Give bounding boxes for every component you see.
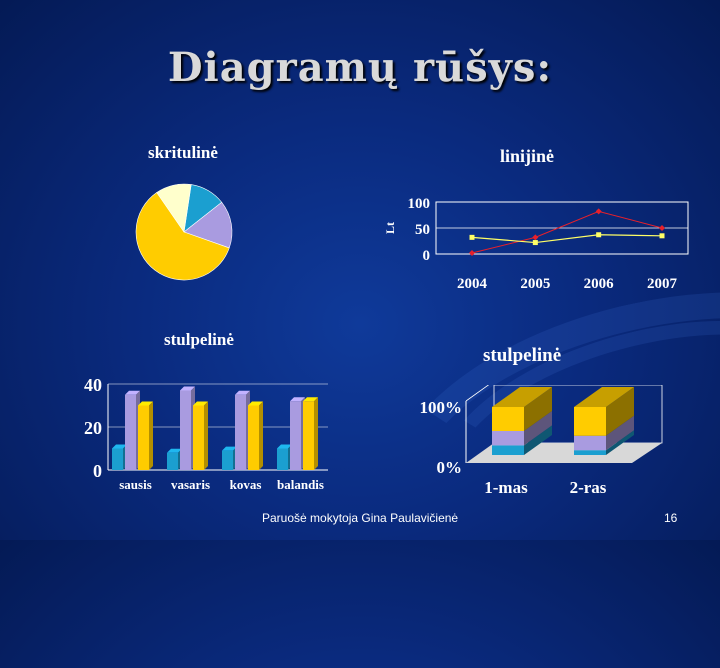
stacked-bar-chart-label: stulpelinė	[483, 345, 562, 366]
y-tick-label: 20	[84, 418, 102, 438]
x-tick-label: balandis	[277, 477, 324, 492]
x-tick-label: 2007	[647, 276, 678, 292]
stack-top	[492, 387, 552, 407]
data-point	[532, 240, 538, 246]
stack-segment	[574, 407, 606, 436]
stack-segment-side	[606, 387, 634, 436]
slide-title: Diagramų rūšys:	[167, 44, 553, 91]
stack-segment-side	[606, 415, 634, 451]
axis-edge	[465, 385, 490, 402]
x-tick-label: 1-mas	[484, 478, 528, 495]
bar	[180, 390, 191, 470]
bar-side	[149, 401, 153, 470]
bar-chart: 0 20 40 sausis vasaris kovas balandis	[84, 375, 328, 492]
series-line-0	[471, 210, 663, 254]
bar-top	[193, 401, 208, 406]
bar-top	[125, 390, 140, 395]
footer-author: Paruošė mokytoja Gina Paulavičienė	[262, 511, 459, 525]
x-tick-label: kovas	[230, 477, 262, 492]
y-tick-label: 50	[415, 222, 430, 238]
bar-chart-label: stulpelinė	[164, 330, 234, 349]
bar	[235, 394, 246, 470]
data-point	[469, 234, 475, 240]
pie-slice-2	[135, 192, 230, 281]
y-axis-label: Lt	[383, 222, 397, 234]
line-chart: 0 50 100 Lt 2004 2005 2006 2007	[383, 196, 689, 292]
stack-segment-side	[524, 411, 552, 446]
bar	[277, 448, 288, 470]
bar-side	[204, 401, 208, 470]
bar	[248, 405, 259, 470]
y-tick-label: 100%	[420, 398, 463, 417]
bar-top	[112, 444, 127, 449]
stack-segment-side	[606, 430, 634, 455]
bar-side	[259, 401, 263, 470]
line-chart-label: linijinė	[500, 146, 555, 166]
bar-top	[222, 446, 237, 451]
bar	[290, 401, 301, 470]
page-number: 16	[664, 511, 678, 525]
stack-top	[574, 387, 634, 407]
stack-segment-side	[524, 387, 552, 431]
data-point	[596, 232, 602, 238]
y-tick-label: 100	[408, 196, 431, 212]
y-tick-label: 0%	[437, 458, 463, 477]
pie-chart	[135, 183, 233, 281]
y-tick-label: 0	[93, 461, 102, 481]
stacked-bar-chart: 100% 0% 1-mas 2-ras	[420, 385, 663, 495]
stack-segment	[574, 435, 606, 451]
bar-side	[314, 397, 318, 470]
bar	[125, 394, 136, 470]
series-line-1	[471, 234, 663, 244]
bar-top	[248, 401, 263, 406]
stack-segment	[492, 431, 524, 446]
bar	[112, 448, 123, 470]
bar	[138, 405, 149, 470]
x-tick-label: 2-ras	[570, 478, 607, 495]
y-tick-label: 0	[423, 248, 431, 264]
bar-top	[235, 390, 250, 395]
x-tick-label: sausis	[119, 477, 152, 492]
x-tick-label: 2005	[520, 276, 550, 292]
pie-slice-3	[156, 183, 192, 233]
bar-top	[277, 444, 292, 449]
bar-top	[167, 448, 182, 453]
x-tick-label: vasaris	[171, 477, 210, 492]
bar-top	[180, 386, 195, 391]
stack-segment-side	[524, 425, 552, 455]
stack-segment	[574, 450, 606, 455]
bar-top	[138, 401, 153, 406]
data-point	[659, 233, 665, 239]
y-tick-label: 40	[84, 375, 102, 395]
bar-top	[290, 397, 305, 402]
stack-segment	[492, 445, 524, 455]
pie-slice-1	[183, 201, 233, 249]
data-point	[659, 225, 665, 231]
bar	[222, 450, 233, 470]
stack-segment	[492, 407, 524, 431]
bar	[167, 452, 178, 470]
data-point	[532, 234, 539, 241]
bar	[303, 401, 314, 470]
x-tick-label: 2004	[457, 276, 488, 292]
data-point	[595, 208, 602, 215]
bar	[193, 405, 204, 470]
bar-top	[303, 397, 318, 402]
x-tick-label: 2006	[584, 276, 615, 292]
data-point	[469, 249, 475, 256]
pie-chart-label: skritulinė	[148, 143, 218, 162]
